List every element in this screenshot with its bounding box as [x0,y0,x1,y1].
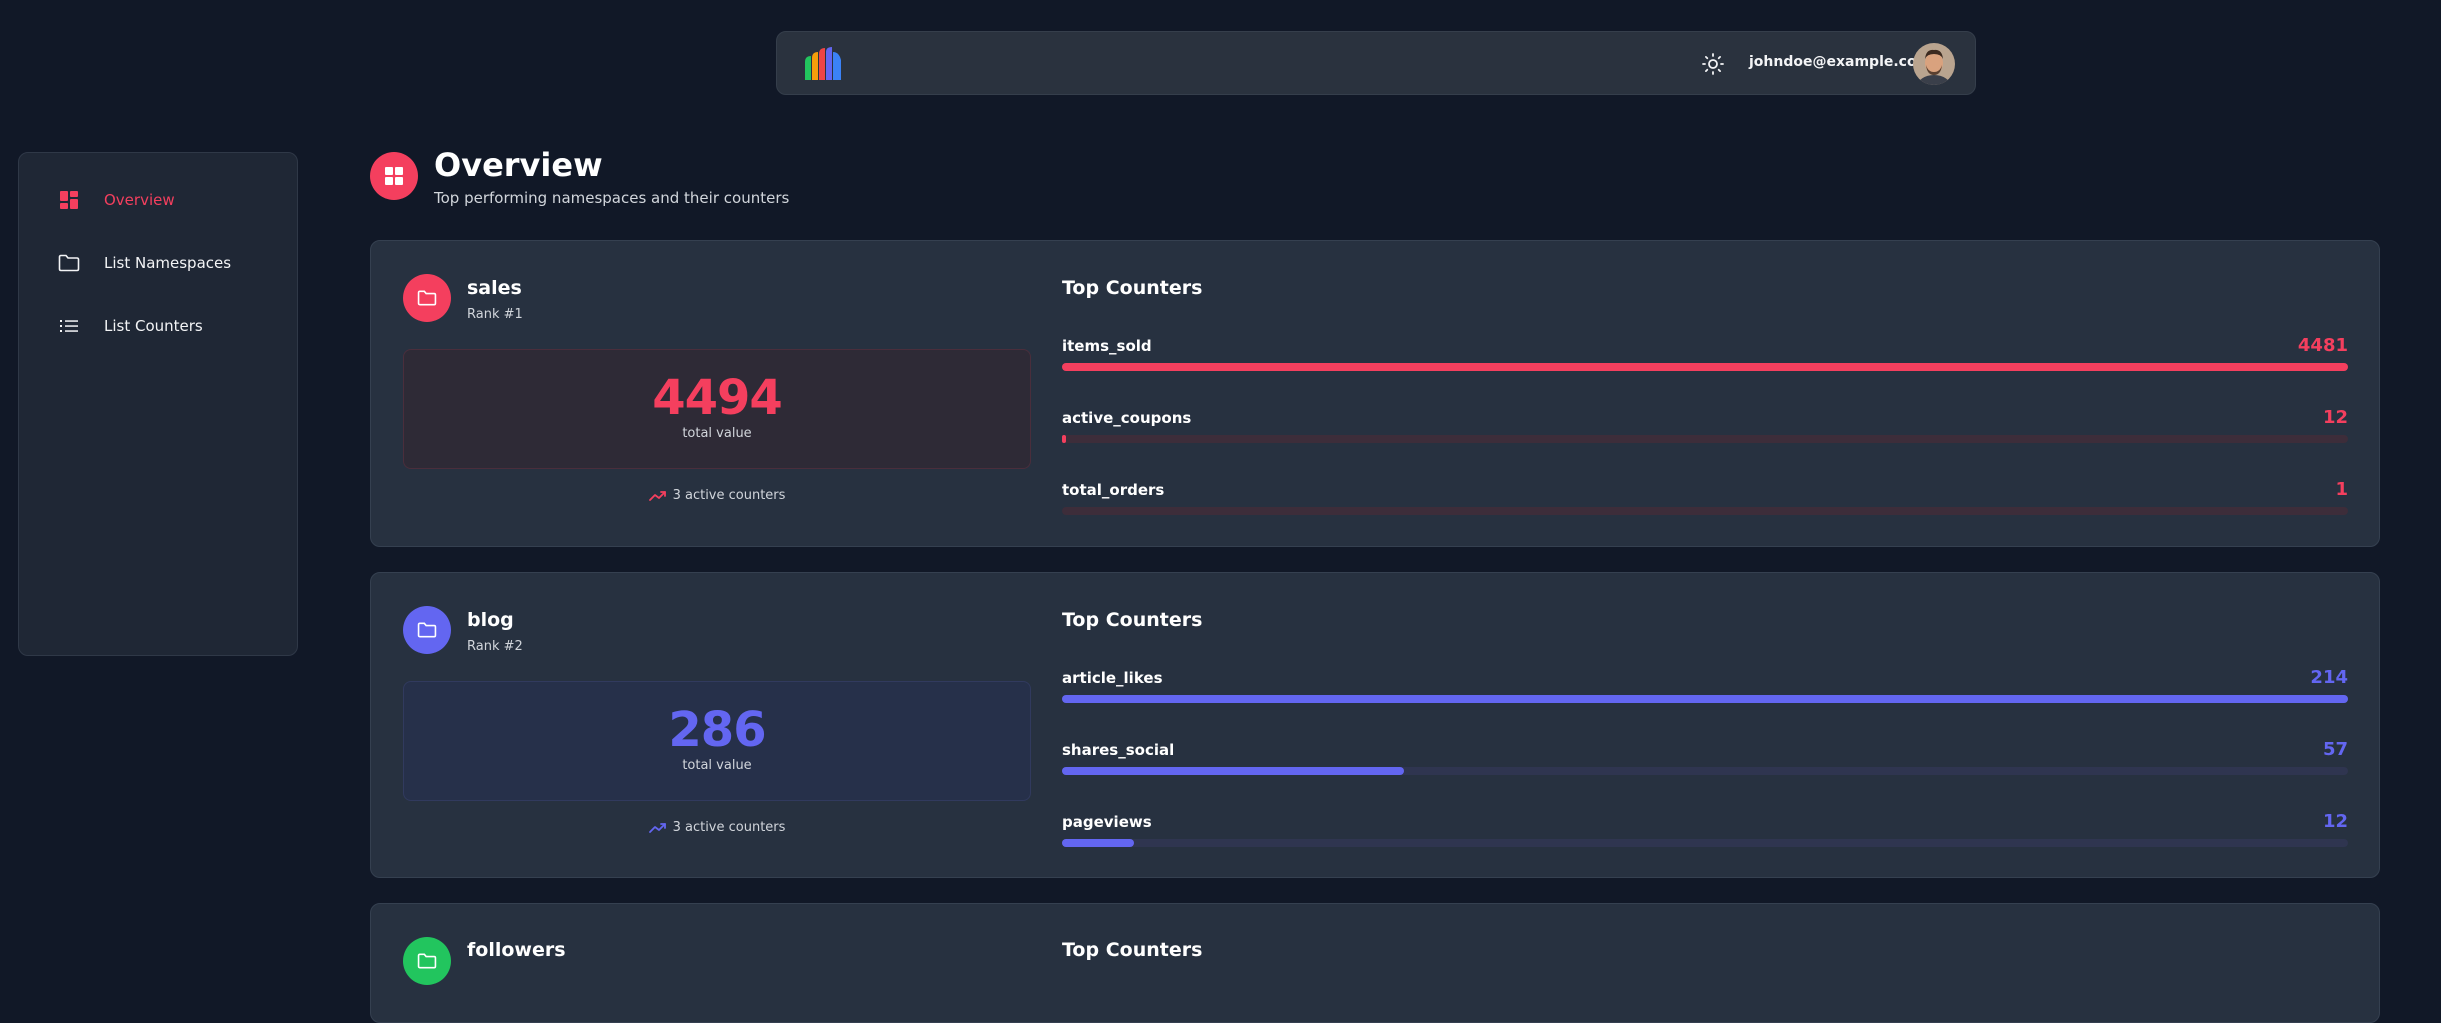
progress-fill [1062,695,2348,703]
page-title: Overview [434,146,603,184]
namespace-card-followers[interactable]: followers Top Counters [370,903,2380,1023]
app-logo[interactable] [803,46,843,82]
counter-name: pageviews [1062,813,1152,831]
sidebar-item-label: List Namespaces [104,254,232,272]
total-value: 4494 [652,370,783,426]
sidebar-item-list-namespaces[interactable]: List Namespaces [58,249,231,277]
counter-name: active_coupons [1062,409,1192,427]
counter-name: article_likes [1062,669,1163,687]
sidebar-item-label: List Counters [104,317,203,335]
namespace-rank: Rank #2 [467,639,523,654]
counter-row[interactable]: pageviews 12 [1062,811,2348,849]
avatar[interactable] [1913,43,1955,85]
progress-fill [1062,435,1066,443]
namespace-name[interactable]: blog [467,609,514,631]
folder-icon [403,606,451,654]
counter-value: 57 [2322,739,2348,760]
folder-icon [403,937,451,985]
user-email[interactable]: johndoe@example.com [1749,54,1932,70]
progress-track [1062,363,2348,371]
folder-icon [58,252,80,274]
total-value-box: 286 total value [403,681,1031,801]
total-value-label: total value [682,426,752,441]
progress-track [1062,695,2348,703]
namespace-name[interactable]: sales [467,277,522,299]
progress-track [1062,435,2348,443]
counter-row[interactable]: active_coupons 12 [1062,407,2348,445]
active-counters: 3 active counters [403,488,1031,503]
folder-icon [403,274,451,322]
total-value-box: 4494 total value [403,349,1031,469]
active-counters-text: 3 active counters [672,820,786,835]
list-icon [58,315,80,337]
progress-track [1062,767,2348,775]
dashboard-icon [58,189,80,211]
trending-up-icon [648,822,666,833]
total-value: 286 [668,702,766,758]
top-counters-title: Top Counters [1062,939,1203,961]
counter-row[interactable]: total_orders 1 [1062,479,2348,517]
counter-value: 1 [2335,479,2348,500]
sidebar: Overview List Namespaces List Counters [18,152,298,656]
namespace-rank: Rank #1 [467,307,523,322]
total-value-label: total value [682,758,752,773]
counter-name: items_sold [1062,337,1152,355]
top-navbar: johndoe@example.com [776,31,1976,95]
sun-icon[interactable] [1701,52,1725,76]
dashboard-icon [370,152,418,200]
counter-name: shares_social [1062,741,1175,759]
top-counters-title: Top Counters [1062,277,1203,299]
counter-row[interactable]: shares_social 57 [1062,739,2348,777]
namespace-card-blog[interactable]: blog Rank #2 286 total value 3 active co… [370,572,2380,878]
active-counters-text: 3 active counters [672,488,786,503]
page-subtitle: Top performing namespaces and their coun… [434,189,790,207]
top-counters-title: Top Counters [1062,609,1203,631]
namespace-name[interactable]: followers [467,939,566,961]
counter-row[interactable]: article_likes 214 [1062,667,2348,705]
active-counters: 3 active counters [403,820,1031,835]
counter-value: 4481 [2297,335,2348,356]
progress-track [1062,839,2348,847]
progress-track [1062,507,2348,515]
namespace-card-sales[interactable]: sales Rank #1 4494 total value 3 active … [370,240,2380,547]
counter-name: total_orders [1062,481,1165,499]
progress-fill [1062,767,1405,775]
counter-row[interactable]: items_sold 4481 [1062,335,2348,373]
progress-fill [1062,839,1135,847]
counter-value: 12 [2322,407,2348,428]
sidebar-item-overview[interactable]: Overview [58,186,175,214]
sidebar-item-label: Overview [104,191,175,209]
sidebar-item-list-counters[interactable]: List Counters [58,312,203,340]
trending-up-icon [648,490,666,501]
counter-value: 12 [2322,811,2348,832]
counter-value: 214 [2310,667,2348,688]
progress-fill [1062,363,2348,371]
